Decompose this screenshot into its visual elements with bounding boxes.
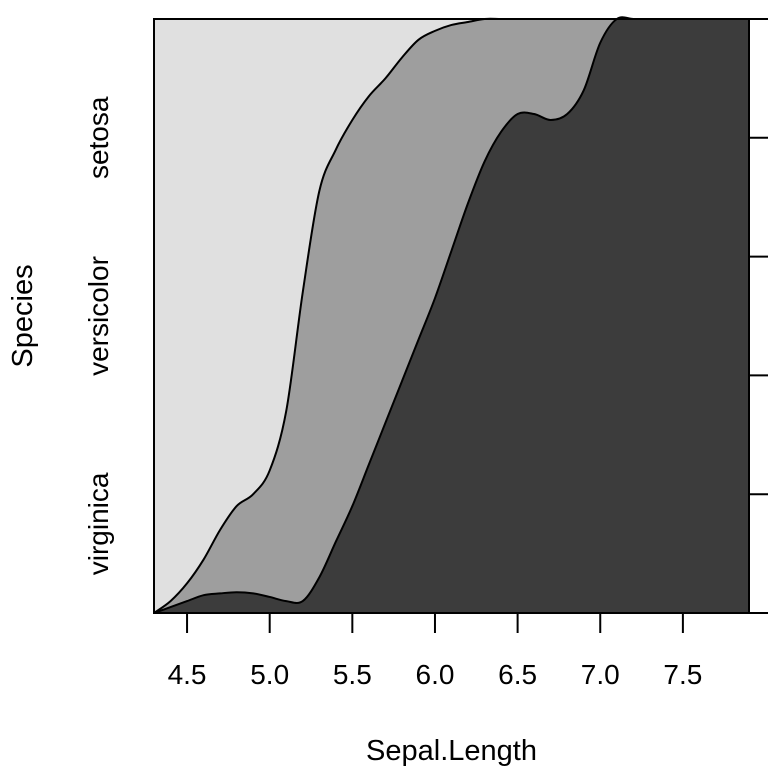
x-tick-label: 7.5 bbox=[663, 659, 702, 690]
density-areas bbox=[153, 16, 750, 614]
category-labels: setosa versicolor virginica bbox=[83, 96, 114, 575]
x-tick-label: 7.0 bbox=[581, 659, 620, 690]
category-label-virginica: virginica bbox=[83, 472, 114, 575]
x-tick-label: 6.5 bbox=[498, 659, 537, 690]
x-tick-label: 4.5 bbox=[168, 659, 207, 690]
y-axis-title: Species bbox=[7, 264, 39, 367]
x-axis: 4.5 5.0 5.5 6.0 6.5 7.0 7.5 bbox=[168, 612, 702, 690]
x-tick-label: 5.5 bbox=[333, 659, 372, 690]
x-axis-title: Sepal.Length bbox=[366, 735, 537, 767]
category-label-versicolor: versicolor bbox=[83, 256, 114, 376]
right-axis bbox=[748, 18, 768, 614]
x-tick-label: 6.0 bbox=[416, 659, 455, 690]
category-label-setosa: setosa bbox=[83, 96, 114, 179]
x-tick-label: 5.0 bbox=[250, 659, 289, 690]
